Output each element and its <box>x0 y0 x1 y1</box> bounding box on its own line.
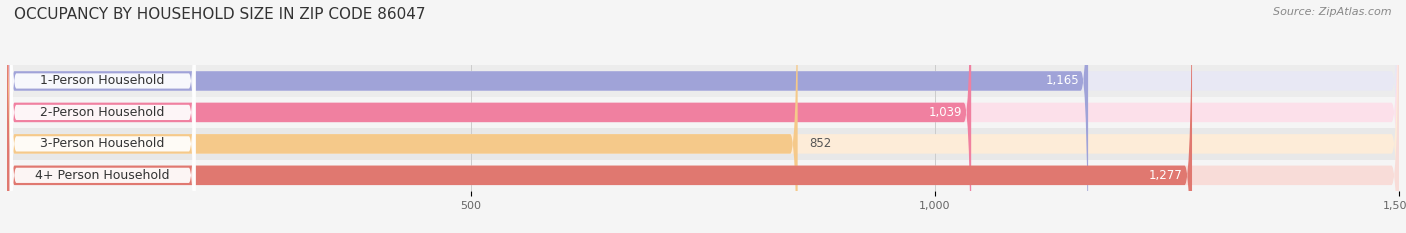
Bar <box>7 65 1399 97</box>
Text: Source: ZipAtlas.com: Source: ZipAtlas.com <box>1274 7 1392 17</box>
FancyBboxPatch shape <box>7 0 1399 233</box>
FancyBboxPatch shape <box>10 0 195 233</box>
FancyBboxPatch shape <box>10 0 195 233</box>
Text: 2-Person Household: 2-Person Household <box>41 106 165 119</box>
Text: OCCUPANCY BY HOUSEHOLD SIZE IN ZIP CODE 86047: OCCUPANCY BY HOUSEHOLD SIZE IN ZIP CODE … <box>14 7 426 22</box>
FancyBboxPatch shape <box>7 0 1399 233</box>
FancyBboxPatch shape <box>7 0 1399 233</box>
Text: 1,277: 1,277 <box>1149 169 1182 182</box>
Text: 1,039: 1,039 <box>928 106 962 119</box>
FancyBboxPatch shape <box>7 0 972 233</box>
FancyBboxPatch shape <box>7 0 1088 233</box>
Bar <box>7 128 1399 160</box>
Text: 1-Person Household: 1-Person Household <box>41 75 165 87</box>
FancyBboxPatch shape <box>7 0 797 233</box>
Bar <box>7 160 1399 191</box>
Text: 3-Person Household: 3-Person Household <box>41 137 165 150</box>
Text: 1,165: 1,165 <box>1045 75 1078 87</box>
FancyBboxPatch shape <box>7 0 1399 233</box>
FancyBboxPatch shape <box>10 0 195 233</box>
Text: 4+ Person Household: 4+ Person Household <box>35 169 170 182</box>
Text: 852: 852 <box>808 137 831 150</box>
Bar <box>7 97 1399 128</box>
FancyBboxPatch shape <box>10 0 195 233</box>
FancyBboxPatch shape <box>7 0 1192 233</box>
